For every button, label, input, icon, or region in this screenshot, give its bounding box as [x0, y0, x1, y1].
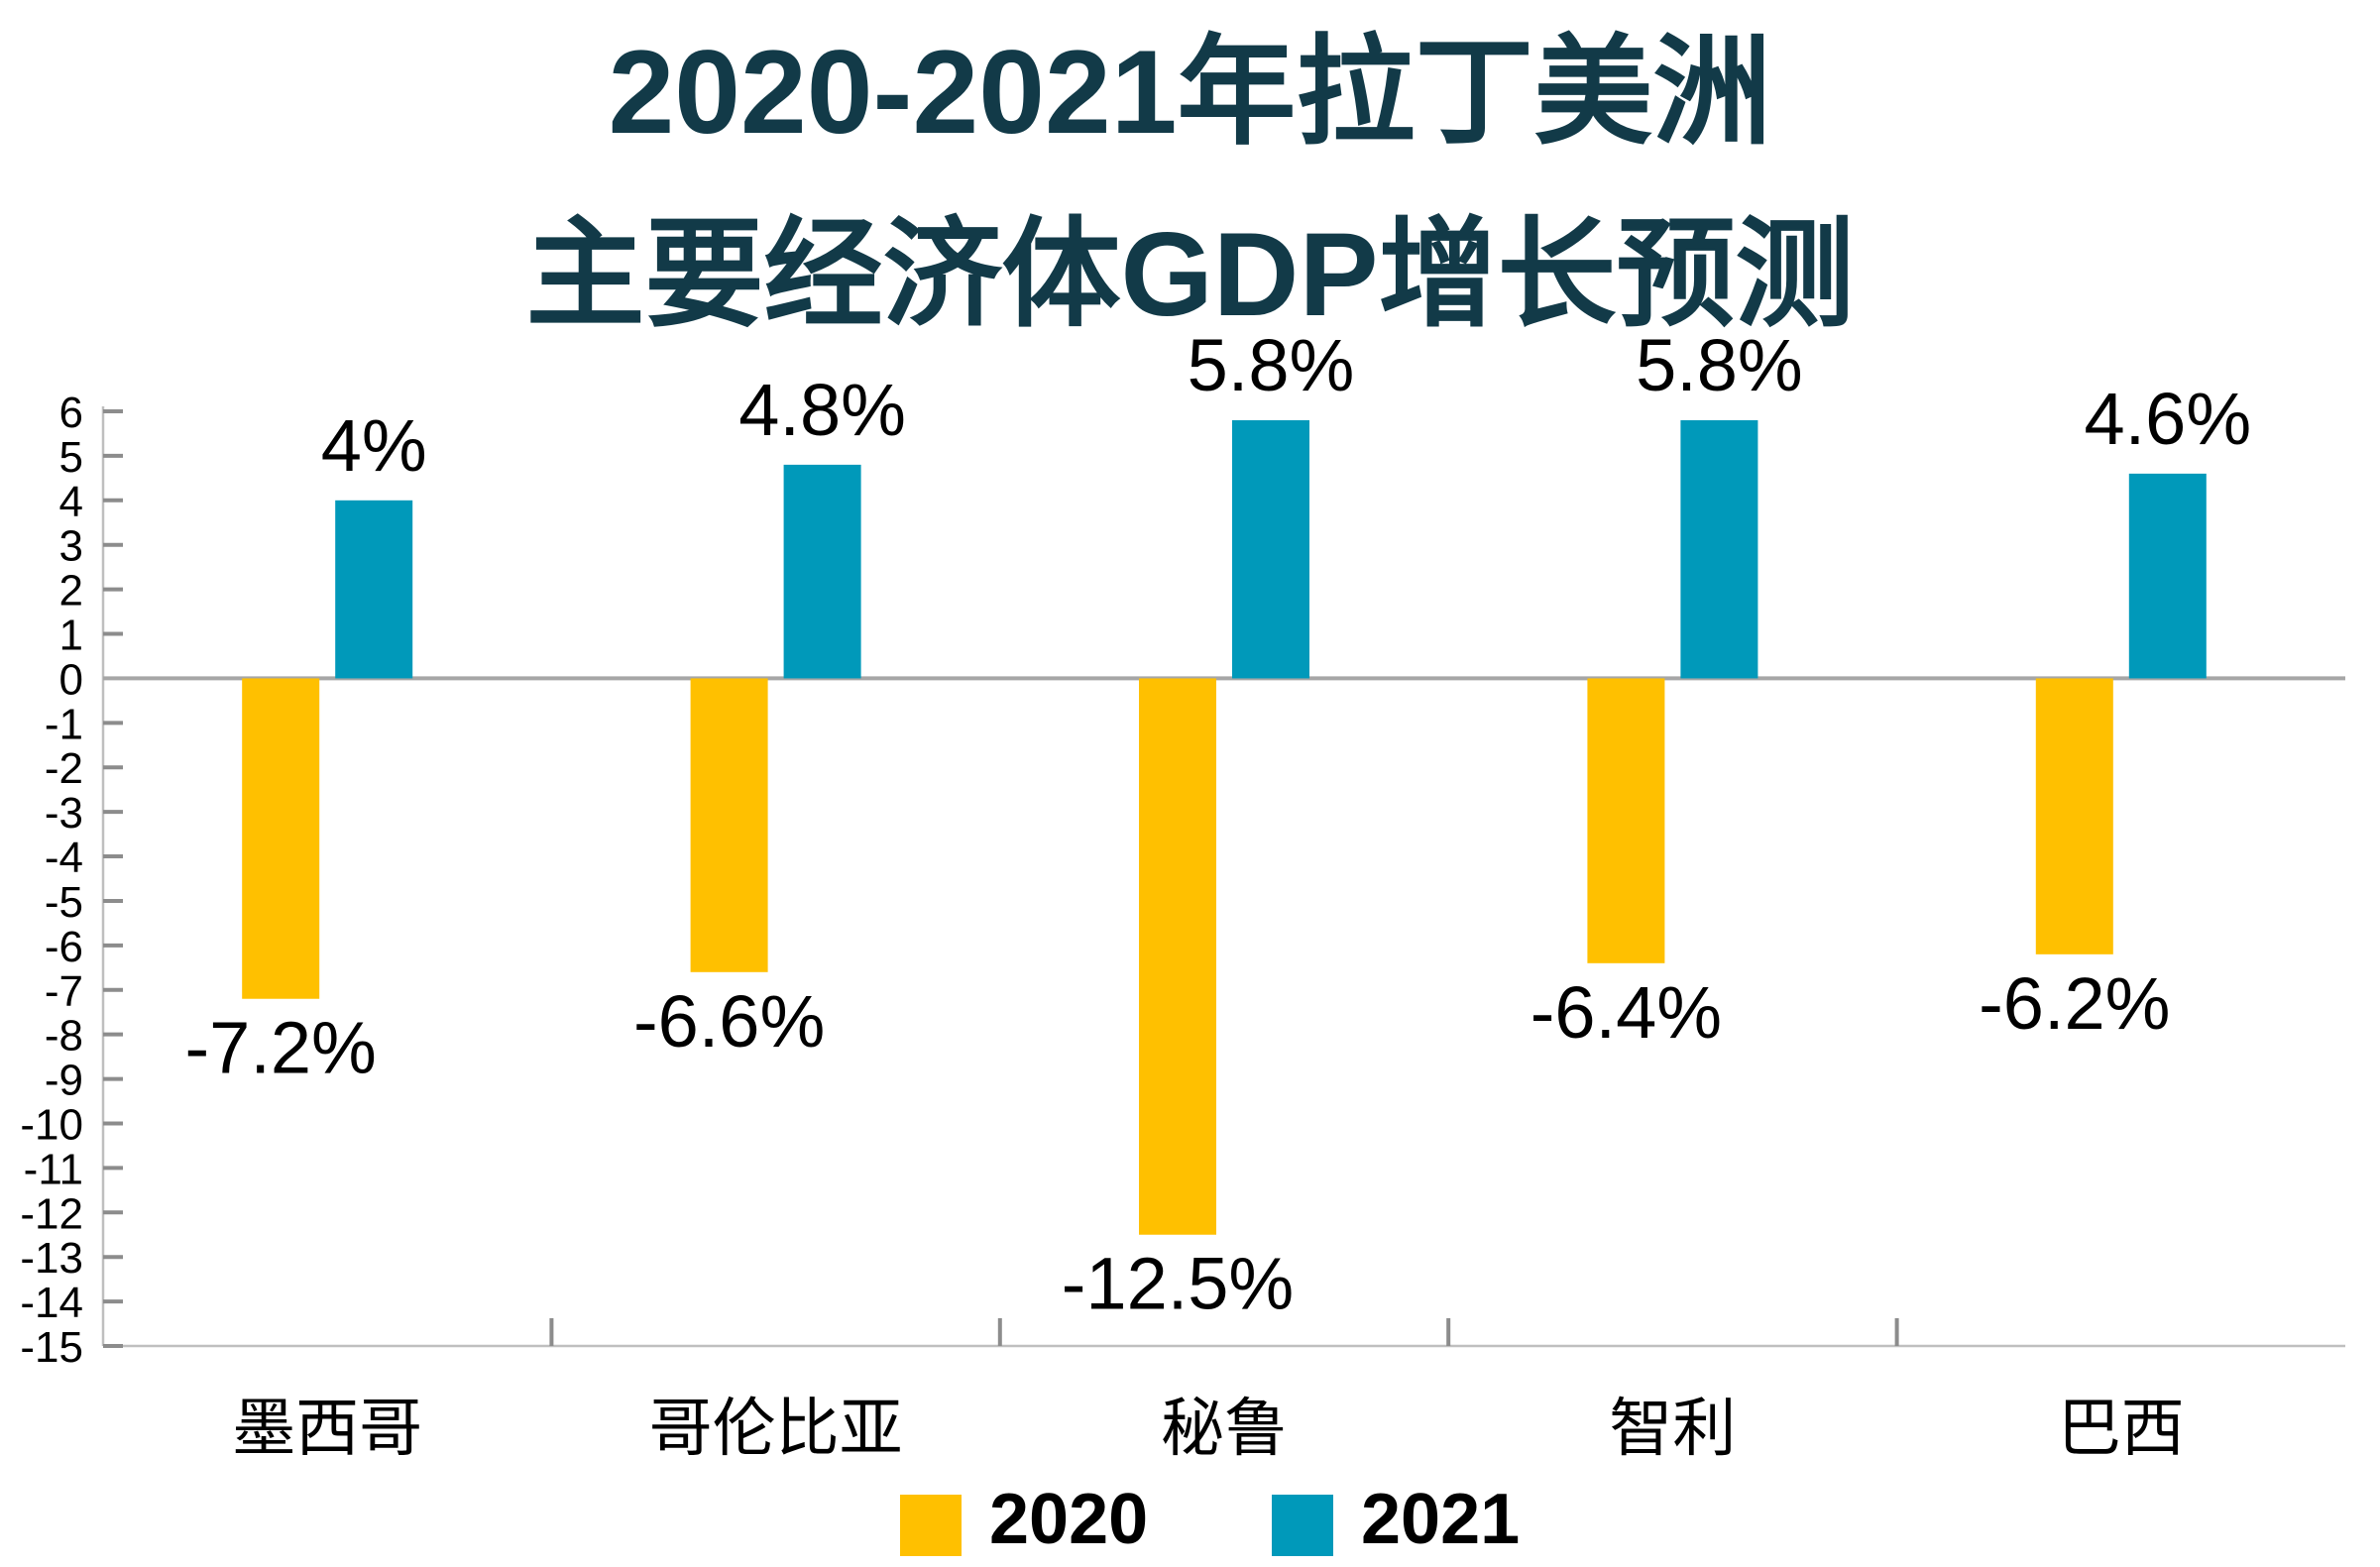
svg-text:-7.2%: -7.2%	[185, 1007, 377, 1089]
svg-text:2: 2	[59, 567, 83, 616]
svg-text:-13: -13	[20, 1234, 83, 1283]
svg-text:-12: -12	[20, 1189, 83, 1238]
svg-text:-9: -9	[45, 1057, 83, 1105]
svg-text:-5: -5	[45, 878, 83, 927]
svg-text:4.8%: 4.8%	[738, 369, 906, 451]
svg-text:-4: -4	[45, 834, 83, 882]
svg-text:-2: -2	[45, 744, 83, 793]
svg-text:5.8%: 5.8%	[1636, 324, 1803, 406]
svg-text:墨西哥: 墨西哥	[232, 1393, 422, 1464]
svg-text:-10: -10	[20, 1100, 83, 1149]
svg-text:6: 6	[59, 389, 83, 437]
svg-text:-6.6%: -6.6%	[633, 980, 825, 1063]
svg-text:-3: -3	[45, 789, 83, 838]
svg-text:智利: 智利	[1609, 1393, 1736, 1464]
svg-text:-15: -15	[20, 1323, 83, 1372]
svg-text:-12.5%: -12.5%	[1062, 1243, 1294, 1325]
svg-text:0: 0	[59, 655, 83, 704]
svg-text:4: 4	[59, 478, 83, 526]
svg-text:-1: -1	[45, 700, 83, 748]
svg-text:5: 5	[59, 433, 83, 482]
svg-text:1: 1	[59, 612, 83, 660]
svg-text:-6.2%: -6.2%	[1979, 962, 2170, 1045]
svg-text:3: 3	[59, 522, 83, 571]
svg-text:-6.4%: -6.4%	[1530, 971, 1722, 1054]
svg-text:-11: -11	[24, 1145, 83, 1193]
svg-text:-14: -14	[20, 1279, 83, 1327]
svg-text:-6: -6	[45, 923, 83, 971]
svg-text:-8: -8	[45, 1012, 83, 1061]
svg-text:4.6%: 4.6%	[2084, 378, 2251, 460]
svg-text:5.8%: 5.8%	[1188, 324, 1355, 406]
svg-text:-7: -7	[45, 967, 83, 1016]
svg-text:哥伦比亚: 哥伦比亚	[649, 1393, 903, 1464]
svg-text:秘鲁: 秘鲁	[1161, 1393, 1288, 1464]
svg-text:巴西: 巴西	[2058, 1393, 2185, 1464]
svg-text:4%: 4%	[321, 404, 427, 487]
